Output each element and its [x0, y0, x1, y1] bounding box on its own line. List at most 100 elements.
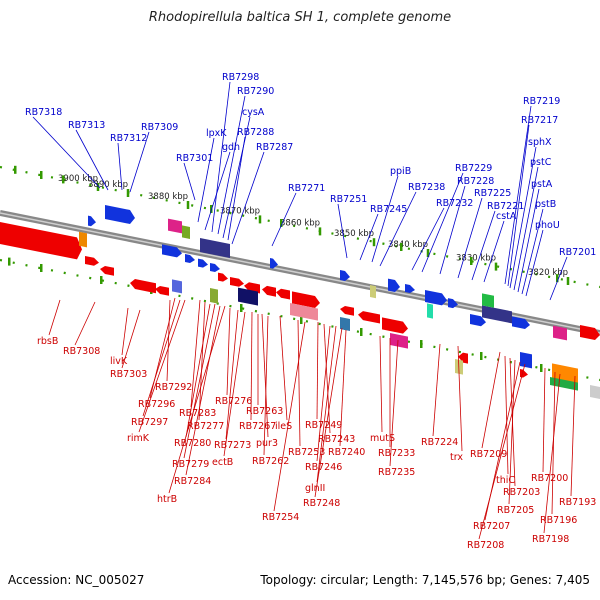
gene-shape — [512, 316, 530, 329]
gene-feature — [88, 215, 96, 227]
map-title: Rhodopirellula baltica SH 1, complete ge… — [148, 10, 452, 25]
gene-feature — [168, 218, 182, 234]
topology-info-text: Topology: circular; Length: 7,145,576 bp… — [260, 573, 590, 587]
minor-tick — [470, 257, 473, 265]
bottom-leader-line — [273, 321, 306, 512]
gene-label-top: RB7287 — [256, 142, 293, 153]
gene-shape — [168, 218, 182, 234]
gene-label-top: RB7229 — [455, 163, 492, 174]
gene-feature — [262, 285, 276, 297]
gene-label-bottom: rimK — [127, 433, 150, 444]
gene-shape — [382, 317, 408, 334]
gene-label-bottom: RB7277 — [187, 421, 224, 432]
bottom-leader-line — [570, 375, 576, 497]
gene-shape — [100, 265, 114, 276]
gene-shape — [200, 238, 230, 258]
bottom-leader-line — [279, 315, 288, 421]
gene-feature — [100, 265, 114, 276]
kbp-tick-label: 3840 kbp — [388, 240, 428, 250]
gene-shape — [155, 285, 169, 296]
gene-label-top: RB7313 — [68, 120, 105, 131]
gene-shape — [427, 303, 433, 319]
bottom-leader-line — [198, 301, 206, 421]
gene-feature — [458, 352, 468, 364]
gene-label-top: cysA — [242, 107, 265, 118]
bottom-leader-line — [316, 325, 331, 462]
gene-shape — [162, 244, 182, 258]
gene-label-bottom: RB7303 — [110, 369, 147, 380]
gene-label-bottom: RB7224 — [421, 437, 458, 448]
gene-feature — [0, 222, 82, 260]
bottom-leader-line — [226, 307, 231, 396]
gene-label-top: RB7288 — [237, 127, 274, 138]
gene-shape — [482, 305, 512, 324]
bottom-leader-line — [223, 311, 246, 457]
top-leader-line — [217, 95, 246, 235]
bottom-leader-line — [185, 305, 221, 476]
bottom-leader-line — [542, 367, 546, 473]
top-leader-line — [32, 116, 101, 189]
gene-shape — [482, 293, 494, 308]
gene-label-top: RB7251 — [330, 194, 367, 205]
gene-feature — [218, 272, 228, 282]
gene-feature — [182, 225, 190, 239]
gene-feature — [340, 305, 354, 316]
gene-label-bottom: RB7308 — [63, 346, 100, 357]
gene-label-bottom: RB7235 — [378, 467, 415, 478]
gene-label-bottom: RB7193 — [559, 497, 596, 508]
gene-shape — [79, 231, 87, 248]
bottom-leader-line — [478, 363, 526, 540]
bottom-leader-line — [183, 303, 216, 459]
gene-shape — [358, 311, 380, 324]
top-leader-line — [204, 151, 231, 231]
gene-label-bottom: RB7283 — [179, 408, 216, 419]
gene-label-bottom: RB7209 — [470, 449, 507, 460]
gene-label-top: pstA — [531, 179, 553, 190]
gene-feature — [198, 258, 208, 268]
minor-tick — [480, 352, 483, 360]
gene-shape — [448, 298, 458, 309]
bottom-leader-line — [379, 335, 383, 433]
top-leader-line — [75, 129, 109, 191]
top-leader-line — [439, 185, 466, 275]
gene-feature — [482, 293, 494, 308]
top-leader-line — [509, 146, 537, 289]
gene-shape — [458, 352, 468, 364]
gene-label-bottom: ileS — [275, 421, 292, 432]
gene-label-bottom: rbsB — [37, 336, 58, 347]
gene-feature — [425, 290, 447, 306]
gene-shape — [290, 303, 318, 321]
gene-label-top: RB7217 — [521, 115, 558, 126]
gene-label-bottom: RB7254 — [262, 512, 299, 523]
gene-feature — [85, 256, 99, 266]
top-leader-line — [521, 208, 544, 295]
gene-feature — [185, 254, 195, 263]
gene-feature — [382, 317, 408, 334]
top-leader-line — [222, 116, 251, 239]
bottom-leader-line — [457, 345, 463, 452]
bottom-leader-line — [432, 343, 441, 437]
gene-shape — [172, 279, 182, 294]
gene-label-top: RB7225 — [474, 188, 511, 199]
gene-label-top: ppiB — [390, 166, 411, 177]
gene-label-top: sphX — [528, 137, 552, 148]
kbp-tick-label: 3820 kbp — [528, 268, 568, 278]
gene-label-bottom: ectB — [212, 457, 233, 468]
gene-shape — [388, 278, 400, 292]
gene-label-bottom: RB7279 — [172, 459, 209, 470]
top-leader-line — [504, 105, 532, 285]
gene-label-bottom: RB7203 — [503, 487, 540, 498]
gene-label-top: RB7232 — [436, 198, 473, 209]
gene-shape — [340, 270, 350, 281]
bottom-leader-line — [263, 315, 269, 456]
gene-shape — [276, 288, 290, 300]
bottom-leader-line — [121, 309, 141, 369]
bottom-leader-line — [168, 305, 226, 494]
minor-tick — [100, 276, 103, 284]
gene-shape — [590, 385, 600, 399]
gene-label-bottom: RB7263 — [246, 406, 283, 417]
gene-feature — [427, 303, 433, 319]
gene-label-bottom: mutS — [370, 433, 395, 444]
gene-label-top: RB7221 — [487, 201, 524, 212]
gene-shape — [550, 377, 578, 391]
